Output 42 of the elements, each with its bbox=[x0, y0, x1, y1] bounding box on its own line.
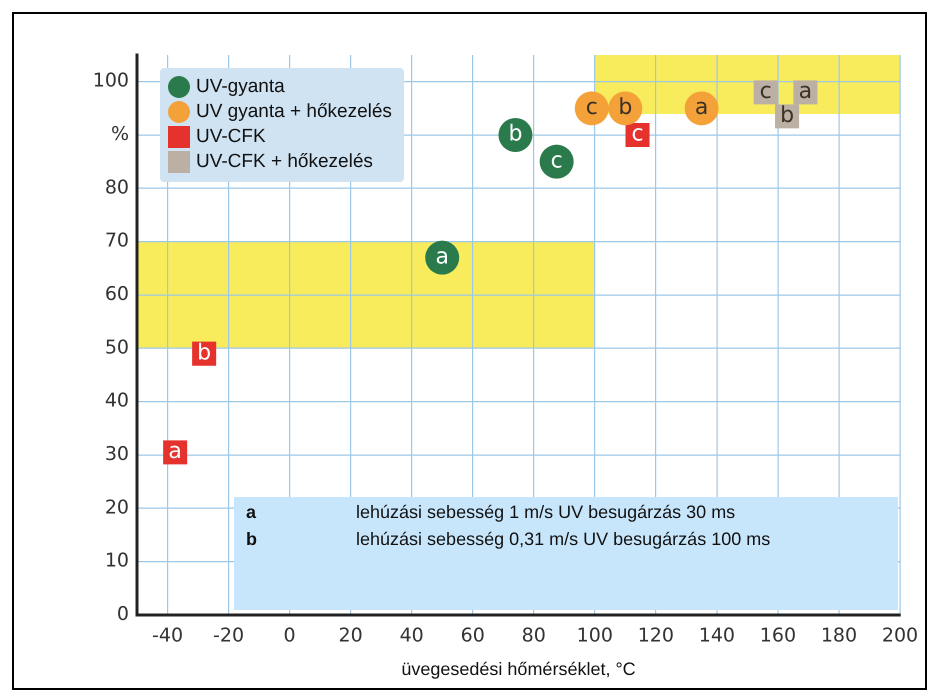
legend-label: UV-CFK + hőkezelés bbox=[196, 150, 373, 172]
x-tick-label: 100 bbox=[576, 624, 613, 646]
x-tick-label: -20 bbox=[213, 624, 244, 646]
legend-label: UV-gyanta bbox=[196, 76, 285, 98]
note-box: a lehúzási sebesség 1 m/s UV besugárzás 30 ms b lehúzási sebesség 0,31 m/s UV besugárzás 100 ms bbox=[234, 497, 898, 610]
data-label: a bbox=[694, 95, 708, 120]
x-axis-title: üvegesedési hőmérséklet, °C bbox=[401, 659, 636, 680]
data-label: a bbox=[798, 79, 812, 104]
x-tick-label: 80 bbox=[522, 624, 546, 646]
legend-label: UV-CFK bbox=[196, 126, 266, 148]
x-tick-label: 180 bbox=[820, 624, 858, 646]
y-tick-label: 80 bbox=[104, 176, 129, 198]
legend-label: UV gyanta + hőkezelés bbox=[196, 100, 392, 122]
y-tick-label: 100 bbox=[92, 70, 129, 92]
data-label: c bbox=[586, 95, 598, 120]
y-tick-label: 50 bbox=[104, 336, 129, 358]
x-tick-label: 140 bbox=[698, 624, 736, 646]
y-tick-label: 0 bbox=[116, 602, 129, 625]
data-label: b bbox=[508, 122, 522, 147]
data-label: b bbox=[618, 95, 632, 120]
data-label: b bbox=[197, 340, 212, 366]
x-tick-label: 120 bbox=[638, 624, 674, 646]
x-tick-label: 20 bbox=[338, 624, 363, 646]
data-label: a bbox=[168, 439, 182, 464]
data-label: c bbox=[760, 79, 772, 104]
x-tick-label: 40 bbox=[400, 624, 424, 646]
x-tick-label: 200 bbox=[882, 624, 918, 646]
y-tick-label: 10 bbox=[104, 550, 129, 572]
x-tick-label: 60 bbox=[460, 624, 485, 646]
data-label: b bbox=[780, 103, 794, 128]
x-tick-label: 0 bbox=[284, 624, 296, 646]
y-tick-label: 40 bbox=[104, 390, 129, 412]
y-tick-label: 70 bbox=[104, 230, 129, 252]
x-tick-label: -40 bbox=[152, 624, 184, 646]
data-label: c bbox=[550, 148, 563, 174]
data-label: c bbox=[631, 122, 644, 147]
y-tick-label: 60 bbox=[104, 282, 129, 305]
y-tick-label: 20 bbox=[104, 496, 129, 518]
data-label: a bbox=[435, 244, 449, 270]
y-tick-label: % bbox=[110, 122, 129, 145]
y-tick-label: 30 bbox=[104, 442, 129, 465]
x-tick-label: 160 bbox=[760, 624, 796, 646]
